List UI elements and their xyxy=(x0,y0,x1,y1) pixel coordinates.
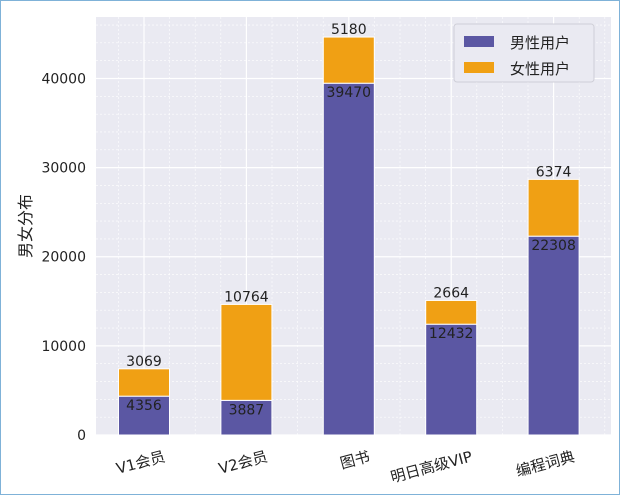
data-label-male: 22308 xyxy=(531,238,576,254)
bar-male xyxy=(118,395,170,436)
x-tick-label: 图书 xyxy=(338,447,372,472)
data-label-female: 10764 xyxy=(224,289,269,305)
data-label-female: 5180 xyxy=(331,22,367,38)
bar-female xyxy=(425,299,478,325)
y-ticks-group: 0 10000 20000 30000 40000 xyxy=(41,71,86,444)
bar-female xyxy=(322,36,375,84)
y-tick-label: 30000 xyxy=(41,161,86,177)
x-tick-label: 编程词典 xyxy=(514,447,577,480)
legend-swatch xyxy=(464,62,494,73)
x-tick-label: 明日高级VIP xyxy=(389,447,475,486)
data-labels-group: 4356 3069 3887 10764 39470 5180 12432 2664 22308… xyxy=(126,22,576,418)
bar-female xyxy=(527,178,580,237)
bar-female xyxy=(118,368,170,397)
bar-female xyxy=(220,303,273,401)
x-tick-label: V2会员 xyxy=(217,447,270,477)
data-label-female: 2664 xyxy=(433,285,469,301)
data-label-male: 4356 xyxy=(126,398,162,414)
bar-male xyxy=(322,82,375,436)
y-tick-label: 10000 xyxy=(41,339,86,355)
legend-label: 女性用户 xyxy=(510,60,570,78)
bar-male xyxy=(220,399,273,436)
x-ticks-group: V1会员 V2会员 图书 明日高级VIP 编程词典 xyxy=(114,447,576,486)
y-tick-label: 0 xyxy=(77,428,86,444)
bars-group xyxy=(118,36,580,436)
x-tick-label: V1会员 xyxy=(114,447,167,477)
bar-male xyxy=(527,235,580,436)
legend-swatch xyxy=(464,36,494,47)
data-label-male: 39470 xyxy=(327,85,372,101)
y-tick-label: 40000 xyxy=(41,71,86,87)
y-axis-label: 男女分布 xyxy=(16,194,35,258)
data-label-female: 6374 xyxy=(536,164,572,180)
y-tick-label: 20000 xyxy=(41,250,86,266)
data-label-male: 12432 xyxy=(429,326,474,342)
data-label-female: 3069 xyxy=(126,354,162,370)
data-label-male: 3887 xyxy=(229,402,265,418)
legend-label: 男性用户 xyxy=(510,34,570,52)
